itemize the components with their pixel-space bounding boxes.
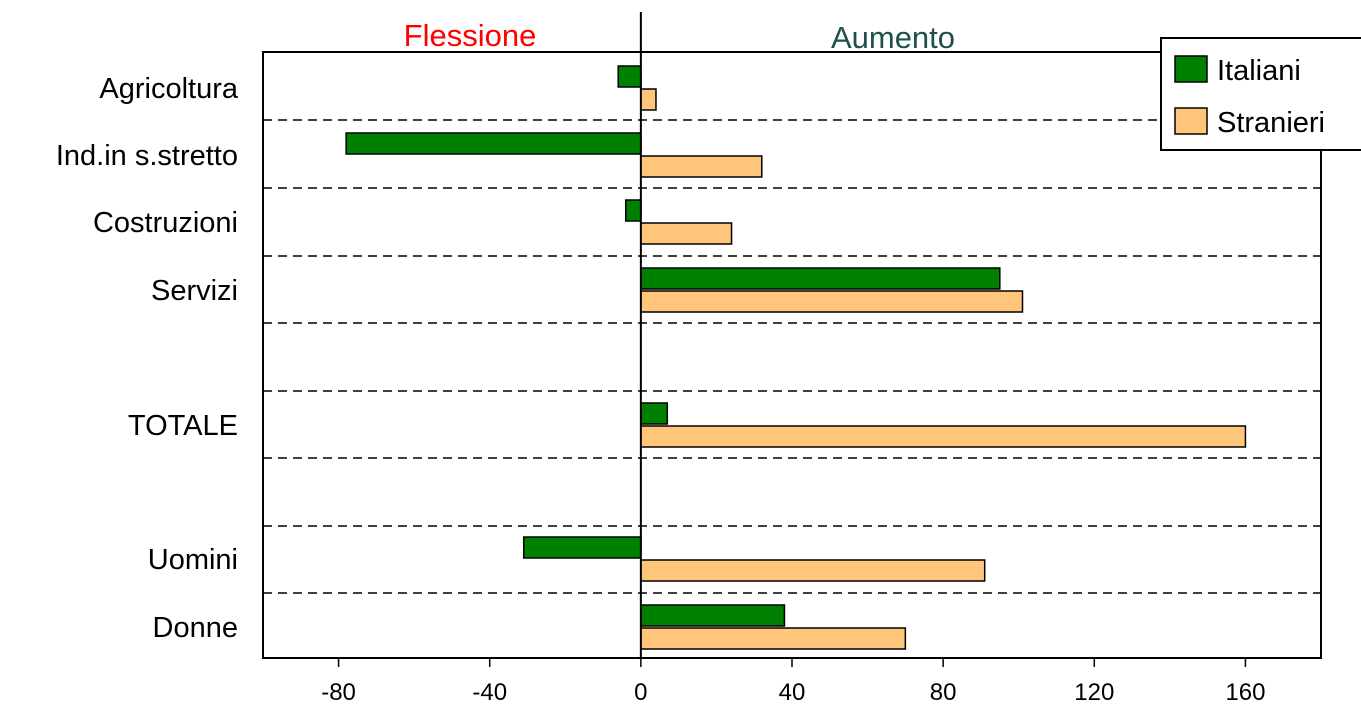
- category-label: Agricoltura: [99, 73, 238, 105]
- bar-italiani-1: [345, 132, 642, 155]
- legend-label-italiani: Italiani: [1217, 55, 1301, 87]
- category-label: Donne: [153, 612, 238, 644]
- bar-stranieri-4: [640, 425, 1247, 448]
- bar-italiani-5: [522, 536, 642, 559]
- bar-italiani-3: [640, 267, 1001, 290]
- header-right-label: Aumento: [831, 20, 955, 55]
- category-labels: Agricoltura Ind.in s.stretto Costruzioni Se…: [56, 73, 239, 644]
- header-left-label: Flessione: [404, 18, 537, 53]
- category-label: Uomini: [148, 544, 238, 576]
- bar-stranieri-1: [640, 155, 763, 178]
- bar-italiani-0: [617, 65, 642, 88]
- bar-stranieri-2: [640, 222, 733, 245]
- legend-swatch-stranieri: [1174, 107, 1208, 135]
- x-tick-label: 0: [634, 679, 647, 706]
- bar-stranieri-5: [640, 559, 986, 582]
- category-label: TOTALE: [128, 410, 238, 442]
- bar-italiani-6: [640, 604, 786, 627]
- bar-stranieri-6: [640, 627, 907, 650]
- x-tick-label: 120: [1074, 679, 1114, 706]
- x-axis-ticks: -80 -40 0 40 80 120 160: [321, 658, 1265, 706]
- bar-italiani-2: [624, 199, 642, 222]
- x-tick-label: 80: [930, 679, 957, 706]
- x-tick-label: 160: [1225, 679, 1265, 706]
- x-tick-label: -40: [472, 679, 507, 706]
- separator-lines: [263, 119, 1321, 594]
- bar-italiani-4: [640, 402, 669, 425]
- legend-label-stranieri: Stranieri: [1217, 107, 1325, 139]
- bar-stranieri-0: [640, 88, 657, 111]
- bar-stranieri-3: [640, 290, 1024, 313]
- legend: Italiani Stranieri: [1160, 37, 1361, 151]
- x-tick-label: 40: [779, 679, 806, 706]
- legend-swatch-italiani: [1174, 55, 1208, 83]
- bars: [345, 65, 1247, 650]
- category-label: Ind.in s.stretto: [56, 140, 238, 172]
- category-label: Costruzioni: [93, 207, 238, 239]
- x-tick-label: -80: [321, 679, 356, 706]
- category-label: Servizi: [151, 275, 238, 307]
